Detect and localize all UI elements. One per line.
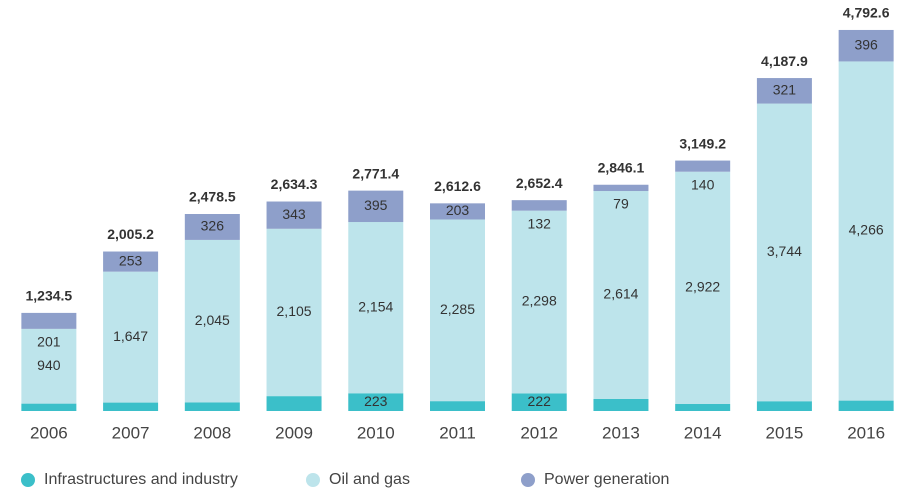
bar-segment — [430, 203, 485, 220]
bar-segment — [184, 213, 240, 240]
value-label: 1,647 — [113, 328, 148, 344]
total-label: 2,005.2 — [107, 226, 154, 242]
value-label: 2,614 — [603, 286, 638, 302]
value-label: 223 — [364, 393, 388, 409]
bar-segment — [756, 401, 812, 411]
value-label: 140 — [691, 176, 715, 192]
bar-segment — [266, 396, 322, 411]
value-label: 343 — [282, 206, 306, 222]
value-label: 940 — [37, 357, 61, 373]
value-label: 2,922 — [685, 279, 720, 295]
x-tick-label: 2006 — [30, 423, 68, 442]
legend-label: Oil and gas — [329, 471, 410, 488]
value-label: 2,045 — [195, 312, 230, 328]
x-tick-label: 2007 — [112, 423, 150, 442]
value-label: 2,285 — [440, 301, 475, 317]
x-tick-label: 2012 — [520, 423, 558, 442]
bar-segment — [511, 200, 567, 211]
x-tick-label: 2008 — [193, 423, 231, 442]
value-label: 2,105 — [277, 303, 312, 319]
value-label: 203 — [446, 202, 470, 218]
x-tick-label: 2013 — [602, 423, 640, 442]
value-label: 395 — [364, 197, 388, 213]
bar-segment — [511, 393, 567, 411]
total-label: 2,846.1 — [598, 159, 645, 175]
bar-segment — [675, 404, 731, 411]
bar-segment — [838, 400, 894, 411]
bar-segment — [838, 29, 894, 62]
bar-segment — [348, 190, 404, 223]
total-label: 2,652.4 — [516, 175, 563, 191]
bar-segment — [430, 219, 485, 402]
bar-segment — [838, 61, 894, 401]
value-label: 2,154 — [358, 298, 393, 314]
bar-segment — [21, 328, 77, 404]
bar-segment — [675, 171, 731, 405]
legend-swatch — [21, 473, 35, 487]
x-tick-label: 2016 — [847, 423, 885, 442]
value-label: 222 — [528, 393, 552, 409]
value-label: 79 — [613, 196, 629, 212]
bar-segment — [266, 228, 322, 397]
value-label: 132 — [528, 215, 552, 231]
total-label: 2,771.4 — [352, 165, 399, 181]
total-label: 2,634.3 — [271, 176, 318, 192]
value-label: 3,744 — [767, 243, 802, 259]
legend-label: Power generation — [544, 471, 669, 488]
value-label: 396 — [854, 36, 878, 52]
bar-segment — [348, 393, 404, 411]
bar-segment — [184, 239, 240, 403]
total-label: 1,234.5 — [26, 288, 73, 304]
bar-segment — [675, 160, 731, 172]
value-label: 253 — [119, 252, 143, 268]
bar-segment — [593, 191, 649, 399]
bar-segment — [430, 401, 485, 411]
bar-segment — [756, 78, 812, 104]
bar-segment — [103, 271, 159, 403]
bar-segment — [756, 103, 812, 402]
bar-segment — [593, 184, 649, 192]
total-label: 2,612.6 — [434, 178, 481, 194]
value-label: 201 — [37, 334, 61, 350]
value-label: 321 — [773, 82, 797, 98]
bar-segment — [511, 210, 567, 394]
x-tick-label: 2011 — [439, 423, 476, 442]
x-tick-label: 2015 — [765, 423, 803, 442]
bar-segment — [348, 222, 404, 394]
bar-segment — [184, 402, 240, 411]
x-tick-label: 2014 — [684, 423, 722, 442]
bar-segment — [21, 403, 77, 411]
value-label: 4,266 — [849, 222, 884, 238]
total-label: 4,792.6 — [843, 5, 890, 21]
legend-swatch — [521, 473, 535, 487]
bar-segment — [21, 312, 77, 329]
total-label: 3,149.2 — [679, 135, 726, 151]
value-label: 2,298 — [522, 293, 557, 309]
bar-segment — [103, 251, 159, 272]
legend-swatch — [306, 473, 320, 487]
bar-segment — [266, 201, 322, 229]
total-label: 4,187.9 — [761, 53, 808, 69]
legend-label: Infrastructures and industry — [44, 471, 238, 488]
bar-segment — [593, 398, 649, 411]
x-tick-label: 2010 — [357, 423, 395, 442]
value-label: 326 — [201, 218, 225, 234]
bar-segment — [103, 402, 159, 411]
total-label: 2,478.5 — [189, 189, 236, 205]
x-tick-label: 2009 — [275, 423, 313, 442]
